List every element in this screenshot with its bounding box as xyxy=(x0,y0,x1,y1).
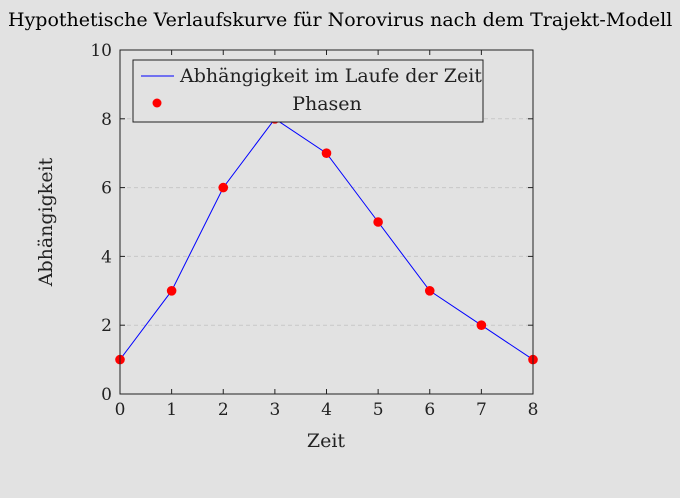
y-axis-label: Abhängigkeit xyxy=(35,157,57,287)
chart-title: Hypothetische Verlaufskurve für Noroviru… xyxy=(8,9,672,31)
series-markers-group xyxy=(115,114,538,365)
y-tick-label: 10 xyxy=(90,41,112,61)
x-tick-label: 5 xyxy=(373,400,384,420)
data-point xyxy=(166,286,177,296)
y-tick-label: 0 xyxy=(101,385,112,405)
y-tick-label: 6 xyxy=(101,179,112,199)
legend: Abhängigkeit im Laufe der Zeit Phasen xyxy=(132,59,484,123)
x-tick-label: 0 xyxy=(115,400,126,420)
y-tick-label: 8 xyxy=(101,110,112,130)
ticks: 0 1 2 3 4 5 6 7 8 0 2 4 6 8 10 xyxy=(90,41,538,420)
x-tick-label: 6 xyxy=(424,400,435,420)
x-tick-label: 2 xyxy=(218,400,229,420)
y-tick-label: 2 xyxy=(101,316,112,336)
x-axis-label: Zeit xyxy=(307,430,346,452)
legend-label-line: Abhängigkeit im Laufe der Zeit xyxy=(179,65,482,87)
x-tick-label: 3 xyxy=(269,400,280,420)
data-point xyxy=(373,217,383,227)
x-tick-label: 8 xyxy=(528,400,539,420)
legend-label-markers: Phasen xyxy=(292,93,362,115)
legend-marker-swatch xyxy=(152,98,162,108)
data-point xyxy=(321,148,332,158)
legend-box xyxy=(132,59,484,123)
y-tick-label: 4 xyxy=(101,247,112,267)
data-point xyxy=(218,182,229,193)
data-point xyxy=(476,320,487,331)
x-tick-label: 1 xyxy=(166,400,177,420)
x-tick-label: 7 xyxy=(476,400,487,420)
x-tick-label: 4 xyxy=(321,400,332,420)
data-point xyxy=(424,286,435,296)
